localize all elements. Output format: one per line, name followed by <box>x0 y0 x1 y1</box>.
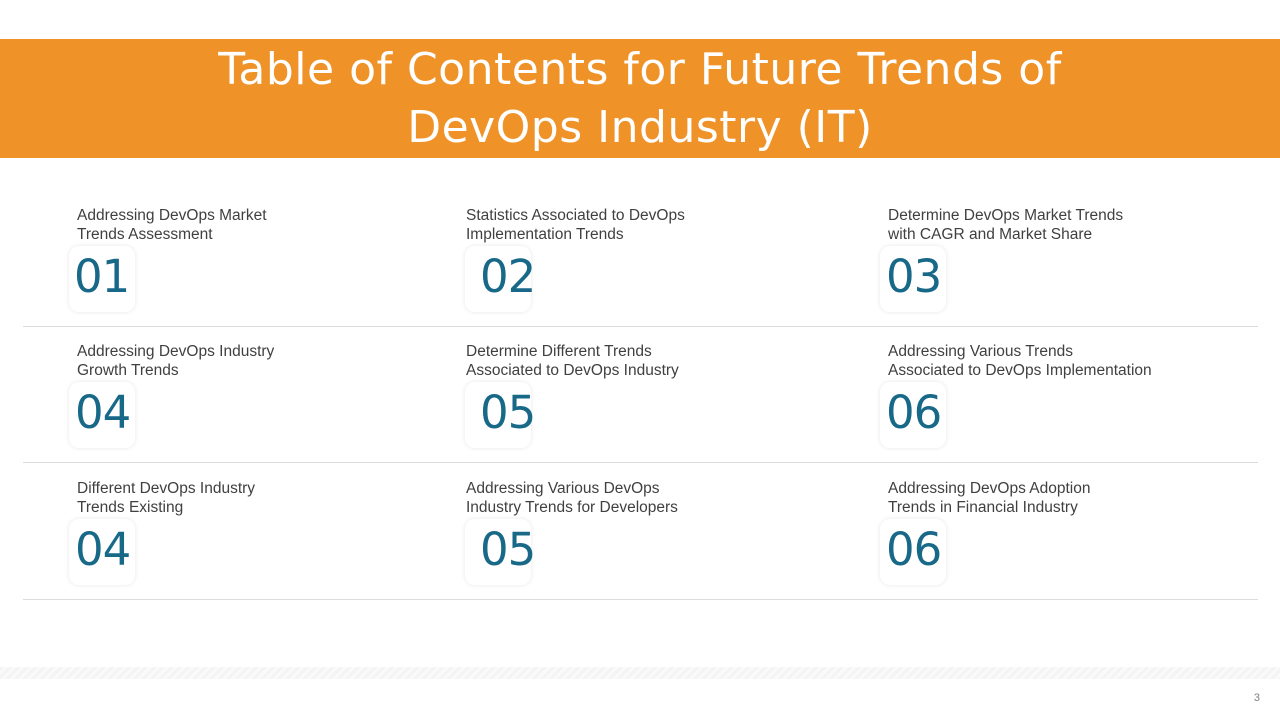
toc-item-label: Different DevOps Industry Trends Existin… <box>77 480 256 516</box>
toc-item-label: Determine Different Trends Associated to… <box>466 343 679 379</box>
number-box <box>465 246 531 312</box>
toc-item-6[interactable]: Addressing Various Trends Associated to … <box>834 326 1164 462</box>
toc-item-number: 04 <box>75 386 131 439</box>
toc-item-label: Addressing DevOps Adoption Trends in Fin… <box>888 480 1091 516</box>
toc-item-9[interactable]: Addressing DevOps Adoption Trends in Fin… <box>834 463 1164 599</box>
toc-row-1: Addressing DevOps Market Trends Assessme… <box>23 190 1258 327</box>
number-box <box>880 246 946 312</box>
toc-item-2[interactable]: Statistics Associated to DevOps Implemen… <box>412 190 742 326</box>
number-box <box>465 382 531 448</box>
toc-item-label: Addressing DevOps Market Trends Assessme… <box>77 207 267 243</box>
toc-row-2: Addressing DevOps Industry Growth Trends… <box>23 326 1258 463</box>
toc-item-7[interactable]: Different DevOps Industry Trends Existin… <box>23 463 353 599</box>
number-box <box>69 382 135 448</box>
toc-item-number: 03 <box>886 250 942 303</box>
toc-item-label: Addressing Various DevOps Industry Trend… <box>466 480 678 516</box>
toc-item-number: 06 <box>886 386 942 439</box>
footer-strip <box>0 667 1280 679</box>
toc-item-number: 05 <box>480 386 536 439</box>
toc-item-number: 06 <box>886 523 942 576</box>
toc-item-8[interactable]: Addressing Various DevOps Industry Trend… <box>412 463 742 599</box>
number-box <box>69 519 135 585</box>
toc-item-1[interactable]: Addressing DevOps Market Trends Assessme… <box>23 190 353 326</box>
slide-title: Table of Contents for Future Trends of D… <box>218 43 1062 153</box>
toc-item-number: 02 <box>480 250 536 303</box>
number-box <box>880 382 946 448</box>
toc-item-label: Statistics Associated to DevOps Implemen… <box>466 207 685 243</box>
toc-row-3: Different DevOps Industry Trends Existin… <box>23 463 1258 600</box>
toc-item-label: Addressing Various Trends Associated to … <box>888 343 1152 379</box>
number-box <box>465 519 531 585</box>
toc-item-number: 01 <box>74 250 130 303</box>
number-box <box>69 246 135 312</box>
toc-item-3[interactable]: Determine DevOps Market Trends with CAGR… <box>834 190 1164 326</box>
title-band: Table of Contents for Future Trends of D… <box>0 39 1280 158</box>
toc-item-4[interactable]: Addressing DevOps Industry Growth Trends… <box>23 326 353 462</box>
toc-item-label: Addressing DevOps Industry Growth Trends <box>77 343 275 379</box>
page-number: 3 <box>1253 692 1260 704</box>
toc-item-5[interactable]: Determine Different Trends Associated to… <box>412 326 742 462</box>
toc-item-label: Determine DevOps Market Trends with CAGR… <box>888 207 1124 243</box>
toc-item-number: 05 <box>480 523 536 576</box>
toc-item-number: 04 <box>75 523 131 576</box>
number-box <box>880 519 946 585</box>
